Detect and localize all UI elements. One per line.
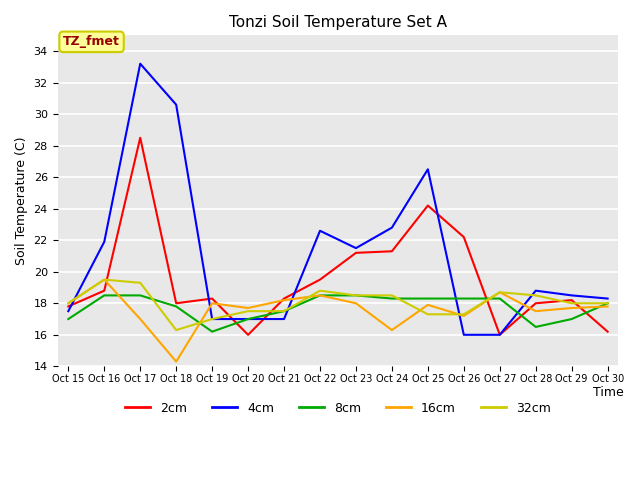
32cm [424, 312, 432, 317]
8cm [424, 296, 432, 301]
4cm [172, 102, 180, 108]
2cm [244, 332, 252, 337]
4cm [460, 332, 468, 337]
16cm [65, 300, 72, 306]
4cm [136, 61, 144, 67]
2cm [352, 250, 360, 256]
32cm [496, 289, 504, 295]
8cm [100, 292, 108, 298]
8cm [388, 296, 396, 301]
Title: Tonzi Soil Temperature Set A: Tonzi Soil Temperature Set A [229, 15, 447, 30]
8cm [208, 329, 216, 335]
2cm [496, 332, 504, 337]
Y-axis label: Soil Temperature (C): Soil Temperature (C) [15, 137, 28, 265]
4cm [65, 308, 72, 314]
16cm [100, 277, 108, 283]
16cm [352, 300, 360, 306]
4cm [388, 225, 396, 230]
8cm [352, 292, 360, 298]
4cm [208, 316, 216, 322]
32cm [316, 288, 324, 294]
2cm [100, 288, 108, 294]
32cm [280, 308, 288, 314]
32cm [388, 292, 396, 298]
2cm [172, 300, 180, 306]
Line: 32cm: 32cm [68, 280, 607, 330]
Text: TZ_fmet: TZ_fmet [63, 36, 120, 48]
32cm [532, 292, 540, 298]
4cm [568, 292, 575, 298]
Line: 8cm: 8cm [68, 295, 607, 332]
16cm [136, 316, 144, 322]
4cm [280, 316, 288, 322]
8cm [496, 296, 504, 301]
2cm [568, 297, 575, 303]
32cm [208, 316, 216, 322]
16cm [460, 313, 468, 319]
32cm [568, 300, 575, 306]
4cm [604, 296, 611, 301]
32cm [65, 300, 72, 306]
32cm [100, 277, 108, 283]
8cm [460, 296, 468, 301]
4cm [496, 332, 504, 337]
8cm [244, 316, 252, 322]
8cm [532, 324, 540, 330]
X-axis label: Time: Time [593, 386, 624, 399]
Line: 16cm: 16cm [68, 280, 607, 361]
2cm [532, 300, 540, 306]
32cm [244, 308, 252, 314]
2cm [388, 248, 396, 254]
16cm [172, 359, 180, 364]
16cm [424, 302, 432, 308]
16cm [388, 327, 396, 333]
2cm [460, 234, 468, 240]
32cm [352, 292, 360, 298]
2cm [316, 277, 324, 283]
2cm [604, 329, 611, 335]
32cm [172, 327, 180, 333]
8cm [316, 292, 324, 298]
Line: 2cm: 2cm [68, 138, 607, 335]
32cm [136, 280, 144, 286]
4cm [424, 167, 432, 172]
8cm [136, 292, 144, 298]
4cm [352, 245, 360, 251]
16cm [280, 297, 288, 303]
2cm [424, 203, 432, 208]
32cm [460, 312, 468, 317]
2cm [208, 296, 216, 301]
16cm [244, 305, 252, 311]
2cm [280, 296, 288, 301]
8cm [172, 303, 180, 309]
8cm [604, 300, 611, 306]
4cm [100, 239, 108, 245]
2cm [136, 135, 144, 141]
16cm [316, 292, 324, 298]
Legend: 2cm, 4cm, 8cm, 16cm, 32cm: 2cm, 4cm, 8cm, 16cm, 32cm [120, 396, 556, 420]
16cm [208, 300, 216, 306]
8cm [280, 308, 288, 314]
8cm [65, 316, 72, 322]
4cm [244, 316, 252, 322]
16cm [604, 303, 611, 309]
2cm [65, 303, 72, 309]
32cm [604, 300, 611, 306]
4cm [532, 288, 540, 294]
8cm [568, 316, 575, 322]
16cm [496, 289, 504, 295]
Line: 4cm: 4cm [68, 64, 607, 335]
4cm [316, 228, 324, 234]
16cm [532, 308, 540, 314]
16cm [568, 305, 575, 311]
